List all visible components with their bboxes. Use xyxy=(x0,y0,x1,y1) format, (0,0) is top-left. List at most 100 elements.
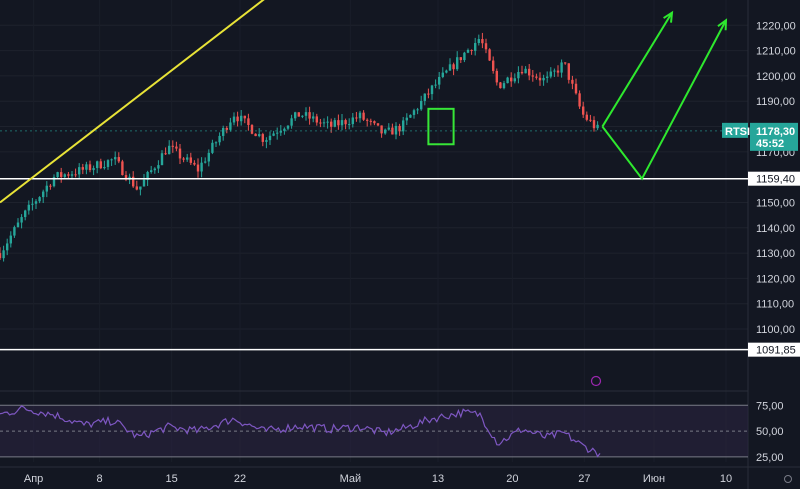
candle xyxy=(531,75,534,77)
projection-arrowhead xyxy=(663,10,674,23)
candle xyxy=(243,115,246,119)
candle xyxy=(470,49,473,51)
candle xyxy=(168,145,171,155)
candle xyxy=(571,79,574,84)
candle xyxy=(452,64,455,70)
candle xyxy=(42,191,45,198)
rsi-pane xyxy=(0,390,748,458)
candle xyxy=(398,125,401,132)
candle xyxy=(351,117,354,125)
candle xyxy=(38,197,41,202)
level-price-label: 1091,85 xyxy=(756,345,796,357)
candle xyxy=(546,76,549,78)
candle xyxy=(247,118,250,126)
candle xyxy=(553,70,556,72)
candle xyxy=(369,120,372,122)
candle xyxy=(394,125,398,135)
candle xyxy=(16,222,20,228)
candle xyxy=(477,39,480,44)
candle xyxy=(524,68,527,74)
candle xyxy=(139,186,142,190)
candle xyxy=(214,142,218,144)
time-tick-label: 8 xyxy=(97,473,103,485)
candle xyxy=(70,174,74,176)
candle xyxy=(63,174,66,177)
symbol-tag xyxy=(722,122,748,138)
candle xyxy=(204,161,207,163)
candle xyxy=(254,133,257,137)
price-tick-label: 1140,00 xyxy=(756,223,795,235)
candle xyxy=(456,57,459,70)
candle xyxy=(31,203,34,205)
candle xyxy=(499,82,502,89)
projection-arrowhead xyxy=(717,18,728,31)
candle xyxy=(294,112,297,119)
candle xyxy=(117,157,120,162)
candle xyxy=(34,201,38,204)
candle xyxy=(171,145,174,147)
candle xyxy=(484,43,488,50)
candle xyxy=(106,160,110,167)
time-tick-label: Май xyxy=(340,473,362,485)
candle xyxy=(301,115,304,117)
candle xyxy=(290,118,293,126)
candle xyxy=(362,112,365,120)
time-tick-label: 10 xyxy=(720,473,732,485)
candle xyxy=(391,127,394,135)
candle xyxy=(582,106,585,115)
time-tick-label: 13 xyxy=(432,473,444,485)
time-tick-label: 15 xyxy=(165,473,177,485)
candle xyxy=(286,125,290,129)
time-tick-label: 20 xyxy=(506,473,518,485)
indicator-icon xyxy=(590,375,602,387)
price-tick-label: 1130,00 xyxy=(756,248,795,260)
candle xyxy=(427,93,430,95)
candle xyxy=(376,123,380,126)
candle xyxy=(276,132,279,134)
candle xyxy=(333,120,336,127)
candle xyxy=(355,117,358,119)
candle xyxy=(517,71,520,79)
candle xyxy=(175,146,178,149)
candle xyxy=(402,120,405,132)
candle xyxy=(434,84,437,86)
projection-path xyxy=(601,19,727,181)
candle xyxy=(103,166,106,169)
candle xyxy=(283,128,286,131)
candle xyxy=(153,168,156,171)
time-tick-label: 27 xyxy=(578,473,590,485)
candle xyxy=(132,176,135,187)
candle xyxy=(218,135,221,143)
rsi-tick-label: 75,00 xyxy=(756,400,784,412)
candle xyxy=(510,77,513,82)
candle xyxy=(200,162,203,172)
level-price-tag xyxy=(748,171,800,186)
candle xyxy=(45,185,48,192)
candle xyxy=(474,43,477,51)
last-price-label: 1178,30 xyxy=(756,126,795,138)
candle xyxy=(272,133,275,136)
time-tick-label: Апр xyxy=(24,473,43,485)
candle xyxy=(27,204,30,211)
price-tick-label: 1110,00 xyxy=(756,299,794,311)
candle xyxy=(556,70,560,73)
candle xyxy=(232,116,236,123)
candle xyxy=(549,71,552,77)
rsi-tick-label: 50,00 xyxy=(756,426,784,438)
candle xyxy=(157,165,160,169)
candle xyxy=(322,122,326,124)
candle xyxy=(211,142,214,153)
candle xyxy=(528,68,531,76)
countdown-label: 45:52 xyxy=(756,138,784,150)
candle xyxy=(121,161,124,176)
time-axis[interactable]: Апр 8 15 22 Май 13 20 27 Июн 10 xyxy=(24,473,732,485)
candle xyxy=(142,179,146,187)
candle xyxy=(78,167,81,175)
price-axis[interactable]: 1220,001210,001200,001190,001180,001170,… xyxy=(722,20,800,357)
drawings[interactable] xyxy=(0,0,728,204)
candle xyxy=(135,186,138,190)
price-tick-label: 1220,00 xyxy=(756,20,796,32)
candle xyxy=(344,120,347,125)
rsi-line xyxy=(0,405,601,458)
